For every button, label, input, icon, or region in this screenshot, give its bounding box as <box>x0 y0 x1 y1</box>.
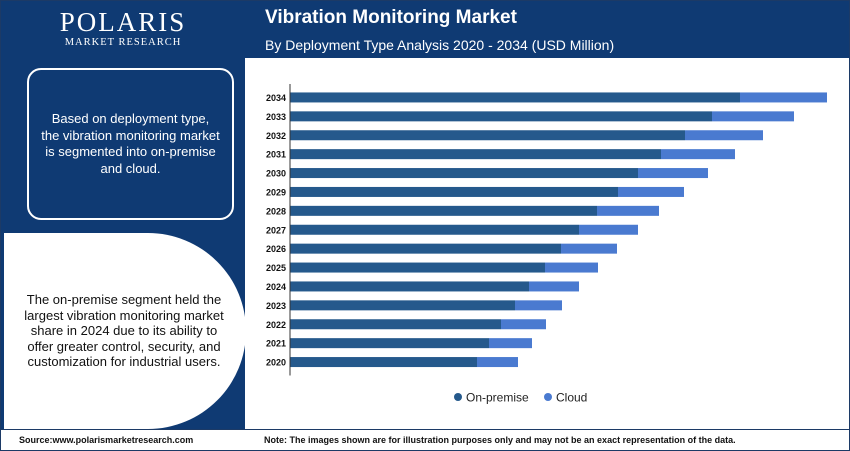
chart-subtitle: By Deployment Type Analysis 2020 - 2034 … <box>265 37 615 53</box>
highlight-circle <box>4 233 245 429</box>
footer: Source:www.polarismarketresearch.com Not… <box>1 429 849 450</box>
bar-chart: 2034 2033 2032 2031 2030 2029 2028 2027 2026 2025… <box>266 84 827 405</box>
bar-on-premise-2025 <box>290 262 545 273</box>
bar-cloud-2024 <box>529 281 579 292</box>
bar-cloud-2027 <box>579 224 638 235</box>
bar-on-premise-2024 <box>290 281 529 292</box>
bar-on-premise-2021 <box>290 338 489 349</box>
legend-label-cloud: Cloud <box>556 391 587 405</box>
bar-cloud-2032 <box>685 130 763 141</box>
bar-on-premise-2028 <box>290 205 597 216</box>
y-tick-label-2031: 2031 <box>266 150 286 160</box>
y-tick-label-2022: 2022 <box>266 320 286 330</box>
highlight-circle-content: The on-premise segment held the largest … <box>19 246 229 416</box>
chart-area: 2034 2033 2032 2031 2030 2029 2028 2027 2026 2025… <box>246 58 849 428</box>
y-tick-label-2027: 2027 <box>266 225 286 235</box>
bar-cloud-2022 <box>501 319 546 330</box>
y-tick-label-2030: 2030 <box>266 169 286 179</box>
y-tick-label-2025: 2025 <box>266 263 286 273</box>
bar-cloud-2031 <box>661 149 735 160</box>
bar-cloud-2021 <box>489 338 532 349</box>
bar-on-premise-2022 <box>290 319 501 330</box>
logo-name: POLARIS <box>59 7 187 37</box>
highlight-text: The on-premise segment held the largest … <box>24 292 224 370</box>
bar-on-premise-2034 <box>290 92 740 103</box>
y-tick-label-2024: 2024 <box>266 282 286 292</box>
y-tick-label-2020: 2020 <box>266 358 286 368</box>
bar-cloud-2020 <box>477 357 518 368</box>
y-tick-label-2033: 2033 <box>266 112 286 122</box>
logo-tagline: MARKET RESEARCH <box>64 37 182 48</box>
bar-on-premise-2033 <box>290 111 712 122</box>
y-tick-label-2026: 2026 <box>266 244 286 254</box>
y-tick-label-2021: 2021 <box>266 339 286 349</box>
chart-header: Vibration Monitoring Market By Deploymen… <box>245 1 849 58</box>
bar-cloud-2029 <box>618 186 684 197</box>
bar-on-premise-2031 <box>290 149 661 160</box>
bar-cloud-2030 <box>638 168 708 179</box>
chart-title: Vibration Monitoring Market <box>265 7 517 28</box>
segmentation-text: Based on deployment type, the vibration … <box>41 111 220 176</box>
bar-cloud-2026 <box>561 243 617 254</box>
y-tick-label-2034: 2034 <box>266 93 286 103</box>
y-tick-label-2029: 2029 <box>266 187 286 197</box>
bar-on-premise-2027 <box>290 224 579 235</box>
y-tick-label-2032: 2032 <box>266 131 286 141</box>
source-text: Source:www.polarismarketresearch.com <box>19 435 194 445</box>
bar-on-premise-2020 <box>290 357 477 368</box>
bar-on-premise-2030 <box>290 168 638 179</box>
segmentation-info-box: Based on deployment type, the vibration … <box>27 68 234 220</box>
left-panel: POLARIS MARKET RESEARCH Based on deploym… <box>1 1 245 429</box>
bar-on-premise-2023 <box>290 300 515 311</box>
bar-on-premise-2029 <box>290 186 618 197</box>
bar-cloud-2025 <box>545 262 598 273</box>
bar-cloud-2033 <box>712 111 794 122</box>
y-tick-label-2028: 2028 <box>266 206 286 216</box>
bar-cloud-2028 <box>597 205 659 216</box>
y-tick-label-2023: 2023 <box>266 301 286 311</box>
legend-swatch-cloud <box>544 393 552 401</box>
disclaimer-note: Note: The images shown are for illustrat… <box>264 435 736 445</box>
bar-on-premise-2032 <box>290 130 685 141</box>
legend-swatch-on-premise <box>454 393 462 401</box>
bar-cloud-2023 <box>515 300 562 311</box>
legend-label-on-premise: On-premise <box>466 391 529 405</box>
bar-cloud-2034 <box>740 92 827 103</box>
bar-on-premise-2026 <box>290 243 561 254</box>
polaris-logo: POLARIS MARKET RESEARCH <box>1 7 245 49</box>
